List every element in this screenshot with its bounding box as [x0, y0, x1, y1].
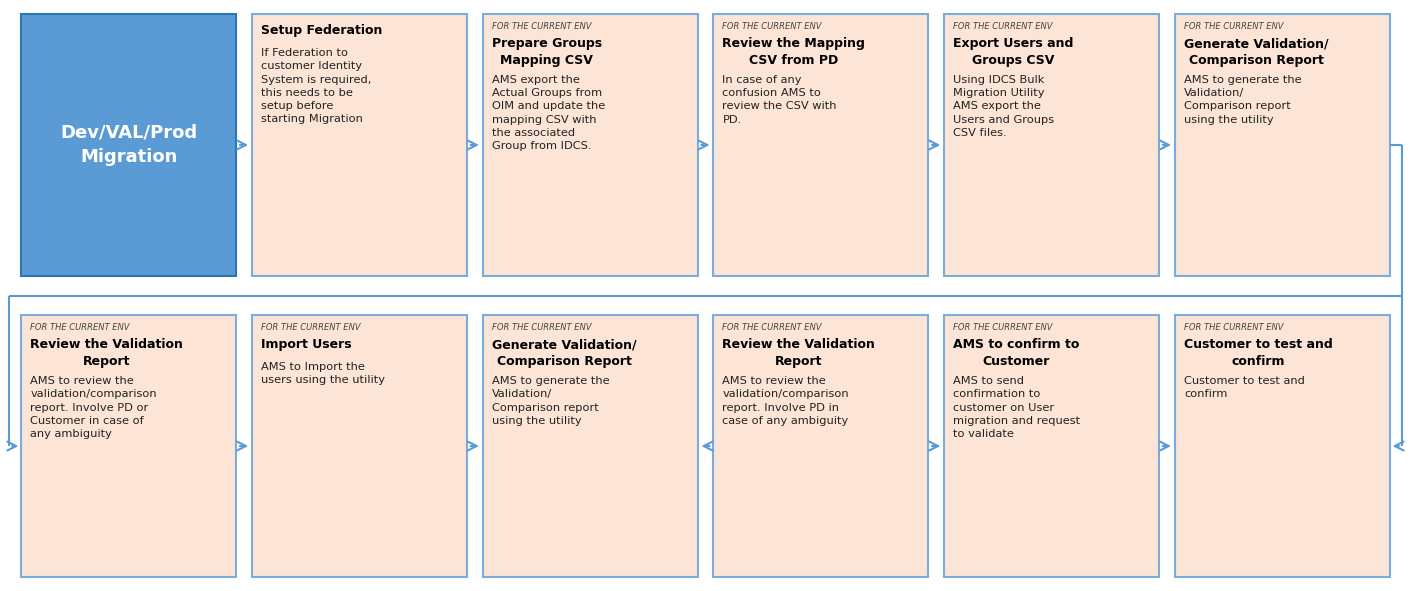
Text: FOR THE CURRENT ENV: FOR THE CURRENT ENV: [954, 323, 1053, 332]
Text: In case of any
confusion AMS to
review the CSV with
PD.: In case of any confusion AMS to review t…: [722, 75, 837, 125]
Text: AMS to generate the
Validation/
Comparison report
using the utility: AMS to generate the Validation/ Comparis…: [492, 376, 610, 426]
Bar: [944, 316, 1158, 577]
Text: AMS to Import the
users using the utility: AMS to Import the users using the utilit…: [261, 362, 385, 385]
Text: Setup Federation: Setup Federation: [261, 24, 382, 37]
Bar: [714, 14, 928, 275]
Text: Using IDCS Bulk
Migration Utility
AMS export the
Users and Groups
CSV files.: Using IDCS Bulk Migration Utility AMS ex…: [954, 75, 1054, 138]
Bar: [21, 14, 236, 275]
Bar: [483, 316, 697, 577]
Bar: [253, 14, 467, 275]
Text: AMS export the
Actual Groups from
OIM and update the
mapping CSV with
the associ: AMS export the Actual Groups from OIM an…: [492, 75, 605, 151]
Text: FOR THE CURRENT ENV: FOR THE CURRENT ENV: [492, 22, 591, 31]
Text: Review the Validation
Report: Review the Validation Report: [722, 338, 875, 368]
Text: Review the Mapping
CSV from PD: Review the Mapping CSV from PD: [722, 37, 865, 67]
Text: Export Users and
Groups CSV: Export Users and Groups CSV: [954, 37, 1074, 67]
Text: Review the Validation
Report: Review the Validation Report: [30, 338, 183, 368]
Text: Customer to test and
confirm: Customer to test and confirm: [1184, 376, 1305, 400]
Text: Dev/VAL/Prod
Migration: Dev/VAL/Prod Migration: [61, 124, 198, 167]
Text: AMS to send
confirmation to
customer on User
migration and request
to validate: AMS to send confirmation to customer on …: [954, 376, 1081, 439]
Text: AMS to review the
validation/comparison
report. Involve PD or
Customer in case o: AMS to review the validation/comparison …: [30, 376, 157, 439]
Text: If Federation to
customer Identity
System is required,
this needs to be
setup be: If Federation to customer Identity Syste…: [261, 48, 371, 124]
Text: FOR THE CURRENT ENV: FOR THE CURRENT ENV: [1184, 22, 1284, 31]
Text: FOR THE CURRENT ENV: FOR THE CURRENT ENV: [30, 323, 130, 332]
Text: Generate Validation/
Comparison Report: Generate Validation/ Comparison Report: [1184, 37, 1329, 67]
Bar: [1175, 316, 1390, 577]
Text: FOR THE CURRENT ENV: FOR THE CURRENT ENV: [492, 323, 591, 332]
Text: Import Users: Import Users: [261, 338, 351, 351]
Text: FOR THE CURRENT ENV: FOR THE CURRENT ENV: [261, 323, 361, 332]
Text: AMS to generate the
Validation/
Comparison report
using the utility: AMS to generate the Validation/ Comparis…: [1184, 75, 1301, 125]
Bar: [483, 14, 697, 275]
Text: Generate Validation/
Comparison Report: Generate Validation/ Comparison Report: [492, 338, 636, 368]
Bar: [253, 316, 467, 577]
Text: FOR THE CURRENT ENV: FOR THE CURRENT ENV: [722, 22, 823, 31]
Bar: [944, 14, 1158, 275]
Bar: [21, 316, 236, 577]
Text: AMS to review the
validation/comparison
report. Involve PD in
case of any ambigu: AMS to review the validation/comparison …: [722, 376, 849, 426]
Text: Customer to test and
confirm: Customer to test and confirm: [1184, 338, 1332, 368]
Text: FOR THE CURRENT ENV: FOR THE CURRENT ENV: [722, 323, 823, 332]
Text: Prepare Groups
Mapping CSV: Prepare Groups Mapping CSV: [492, 37, 602, 67]
Bar: [1175, 14, 1390, 275]
Bar: [714, 316, 928, 577]
Text: FOR THE CURRENT ENV: FOR THE CURRENT ENV: [1184, 323, 1284, 332]
Text: AMS to confirm to
Customer: AMS to confirm to Customer: [954, 338, 1079, 368]
Text: FOR THE CURRENT ENV: FOR THE CURRENT ENV: [954, 22, 1053, 31]
